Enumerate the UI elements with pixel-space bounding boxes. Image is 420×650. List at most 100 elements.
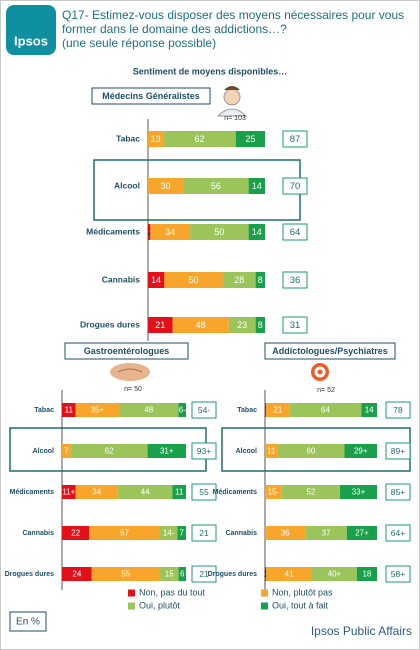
value-label: 33+ <box>352 488 366 497</box>
total-box <box>282 130 308 148</box>
value-label: 44 <box>141 488 150 497</box>
value-label: 31+ <box>160 447 174 456</box>
value-label: 60 <box>306 447 315 456</box>
total-box <box>385 401 411 419</box>
value-label: 7 <box>64 447 69 456</box>
total-box <box>385 524 411 542</box>
bar-segment <box>148 317 173 333</box>
total-box <box>191 442 217 460</box>
bar-segment <box>148 272 165 288</box>
total-label: 70 <box>290 181 301 192</box>
bar-segment <box>265 567 267 581</box>
bar-segment <box>119 403 179 417</box>
total-box <box>282 316 308 334</box>
value-label: 11 <box>175 488 184 497</box>
legend-label: Non, plutôt pas <box>272 587 333 597</box>
value-label: 14 <box>365 406 374 415</box>
value-label: 14 <box>252 227 262 237</box>
total-box <box>191 483 217 501</box>
bar-segment <box>62 403 76 417</box>
bar-segment <box>248 224 265 240</box>
value-label: 27+ <box>355 529 369 538</box>
bar-segment <box>164 272 223 288</box>
panel-title-box <box>64 342 189 360</box>
bar-segment <box>177 526 186 540</box>
bar-segment <box>356 567 377 581</box>
total-box <box>385 483 411 501</box>
category-label: Médicaments <box>86 226 140 236</box>
legend-label: Non, pas du tout <box>139 587 206 597</box>
category-label: Médicaments <box>213 489 257 496</box>
bar-segment <box>148 178 184 194</box>
bar-segment <box>89 526 160 540</box>
category-label: Drogues dures <box>5 571 55 578</box>
total-box <box>282 271 308 289</box>
bar-segment <box>190 224 249 240</box>
bar-segment <box>147 444 186 458</box>
total-label: 31 <box>290 320 301 331</box>
panel-title: Gastroentérologues <box>84 346 170 356</box>
value-label: 18 <box>362 570 371 579</box>
bar-segment <box>159 567 179 581</box>
value-label: 2 <box>147 227 152 237</box>
category-label: Médicaments <box>10 489 54 496</box>
value-label: 52 <box>306 488 315 497</box>
n-label: n= 103 <box>224 115 246 122</box>
value-label: 64 <box>321 406 330 415</box>
value-label: 62 <box>194 134 204 144</box>
total-label: 93+ <box>197 446 211 456</box>
total-label: 85+ <box>391 487 405 497</box>
bar-segment <box>340 485 377 499</box>
category-label: Tabac <box>34 407 54 414</box>
bar-segment <box>172 485 186 499</box>
value-label: 23 <box>237 320 247 330</box>
total-label: 55 <box>199 487 209 497</box>
total-label: 21 <box>199 569 209 579</box>
value-label: 36 <box>281 529 290 538</box>
total-label: 89+ <box>391 446 405 456</box>
value-label: 29+ <box>354 447 368 456</box>
value-label: 56 <box>211 181 221 191</box>
bar-segment <box>266 403 290 417</box>
total-box <box>282 223 308 241</box>
legend-swatch <box>128 602 135 610</box>
total-box <box>191 565 217 583</box>
legend-label: Oui, tout à fait <box>272 600 329 610</box>
bar-segment <box>255 317 265 333</box>
total-box <box>191 524 217 542</box>
total-label: 21 <box>199 528 209 538</box>
category-label: Drogues dures <box>80 319 140 329</box>
bar-segment <box>183 178 249 194</box>
value-label: 50 <box>214 227 224 237</box>
logo <box>6 5 56 55</box>
value-label: 7 <box>179 529 184 538</box>
bar-segment <box>281 485 341 499</box>
bar-segment <box>62 526 90 540</box>
value-label: 6- <box>179 406 186 415</box>
value-label: 55 <box>121 570 130 579</box>
unit-box <box>9 611 47 632</box>
logo-text: Ipsos <box>14 33 48 48</box>
value-label: 24 <box>72 570 81 579</box>
category-label: Alcool <box>236 448 257 455</box>
bar-segment <box>163 131 236 147</box>
bar-segment <box>361 403 377 417</box>
total-label: 36 <box>290 275 301 286</box>
category-label: Drogues dures <box>208 571 258 578</box>
legend-swatch <box>128 589 135 597</box>
bar-segment <box>91 567 160 581</box>
value-label: 40+ <box>328 570 342 579</box>
value-label: 34 <box>165 227 175 237</box>
total-label: 64 <box>290 227 301 238</box>
bar-segment <box>289 403 362 417</box>
panel-title-box <box>91 87 211 105</box>
value-label: 11 <box>267 447 276 456</box>
bar-segment <box>70 444 148 458</box>
legend-swatch <box>261 602 268 610</box>
total-label: 87 <box>290 134 301 145</box>
bar-segment <box>266 567 313 581</box>
value-label: 48 <box>144 406 153 415</box>
bar-segment <box>62 485 76 499</box>
